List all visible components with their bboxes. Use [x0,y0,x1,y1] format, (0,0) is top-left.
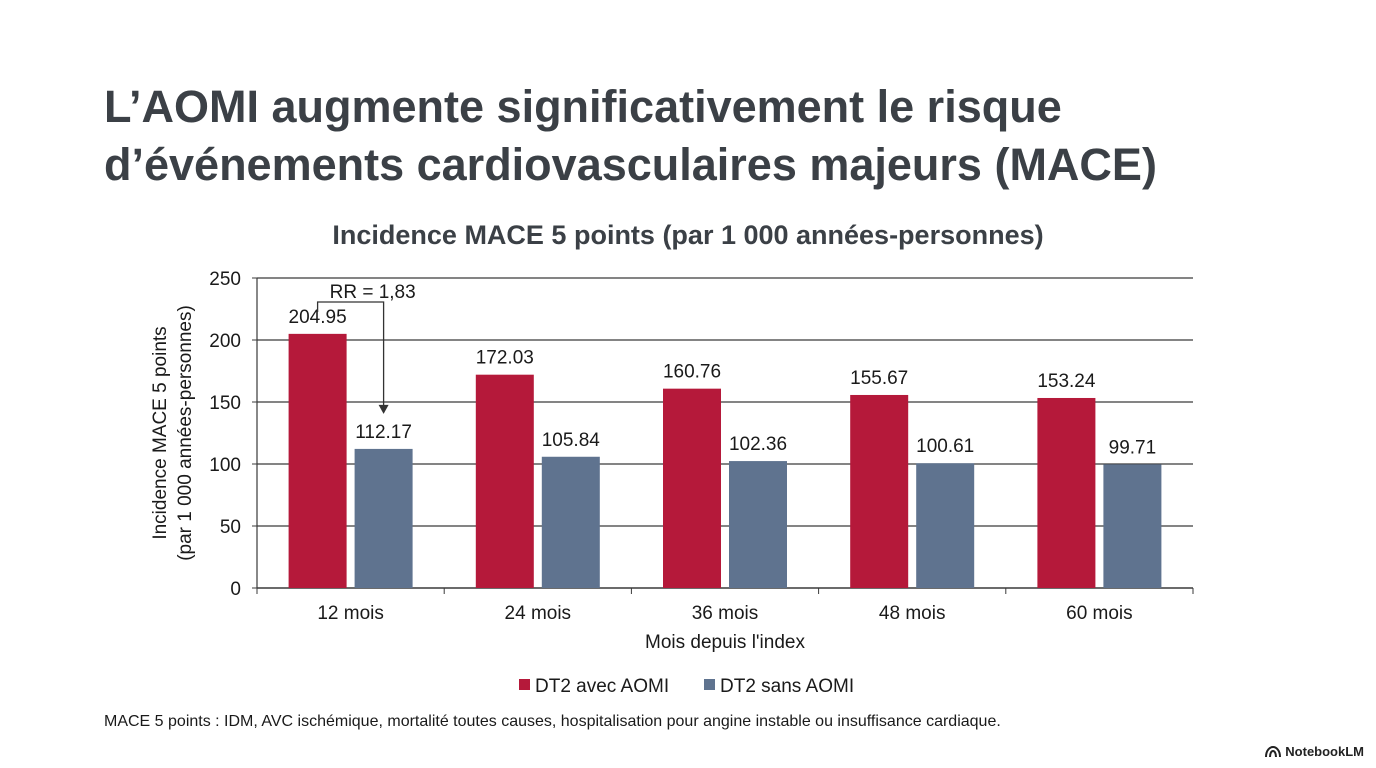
chart-title: Incidence MACE 5 points (par 1 000 année… [332,220,1043,250]
x-tick-label-3: 48 mois [879,603,946,624]
y-axis-label-line-1: Incidence MACE 5 points [150,326,171,539]
bar-avec-1 [475,374,534,588]
data-label-sans-1: 105.84 [542,430,601,451]
x-axis-label: Mois depuis l'index [645,632,805,653]
data-label-avec-3: 155.67 [850,368,908,389]
chart-legend: DT2 avec AOMI DT2 sans AOMI [519,676,854,697]
data-label-sans-2: 102.36 [729,434,787,455]
x-tick-label-4: 60 mois [1066,603,1133,624]
y-tick-label-0: 0 [230,579,241,600]
bar-avec-3 [850,394,909,588]
y-tick-label-250: 250 [209,269,241,290]
x-axis: 12 mois 24 mois 36 mois 48 mois 60 mois [256,278,1194,624]
y-axis-label-line-2: (par 1 000 années-personnes) [175,305,196,561]
brand-name: NotebookLM [1285,744,1364,759]
legend-swatch-avec [519,679,530,690]
slide-title-line-1: L’AOMI augmente significativement le ris… [104,81,1062,132]
y-tick-label-150: 150 [209,393,241,414]
rr-arrowhead [378,404,389,414]
rr-annotation: RR = 1,83 [316,282,416,414]
y-axis-ticks: 0 50 100 150 200 250 [209,269,257,600]
x-tick-label-0: 12 mois [317,603,384,624]
data-label-sans-3: 100.61 [916,436,974,457]
y-tick-label-50: 50 [220,517,241,538]
rr-bracket [316,301,385,406]
bar-avec-0 [288,333,347,588]
bar-sans-2 [729,461,787,588]
chart-bars: 204.95 172.03 160.76 155.67 153.24 112.17 105.… [289,307,1162,588]
legend-label-avec: DT2 avec AOMI [535,676,669,697]
data-label-sans-4: 99.71 [1109,437,1157,458]
data-label-sans-0: 112.17 [355,422,412,443]
bar-avec-2 [663,388,721,588]
bar-sans-4 [1103,464,1162,588]
data-label-avec-2: 160.76 [663,362,721,383]
x-tick-label-2: 36 mois [692,603,759,624]
legend-label-sans: DT2 sans AOMI [720,676,854,697]
bar-sans-3 [916,463,975,588]
bar-avec-4 [1037,397,1096,588]
data-label-avec-4: 153.24 [1037,371,1096,392]
rr-annotation-label: RR = 1,83 [330,282,416,303]
chart-gridlines [257,277,1193,527]
legend-swatch-sans [704,679,715,690]
data-label-avec-1: 172.03 [476,348,534,369]
notebooklm-logo-icon [1265,745,1282,757]
slide-title-line-2: d’événements cardiovasculaires majeurs (… [104,139,1157,190]
bar-sans-0 [354,448,413,588]
data-label-avec-0: 204.95 [289,307,347,328]
y-tick-label-200: 200 [209,331,241,352]
brand-watermark: NotebookLM [1265,744,1364,759]
bar-chart: Incidence MACE 5 points (par 1 000 année… [150,220,1194,697]
x-tick-label-1: 24 mois [505,603,572,624]
slide-title: L’AOMI augmente significativement le ris… [104,78,1284,194]
footnote: MACE 5 points : IDM, AVC ischémique, mor… [104,713,1001,730]
bar-sans-1 [541,456,600,588]
y-tick-label-100: 100 [209,455,241,476]
